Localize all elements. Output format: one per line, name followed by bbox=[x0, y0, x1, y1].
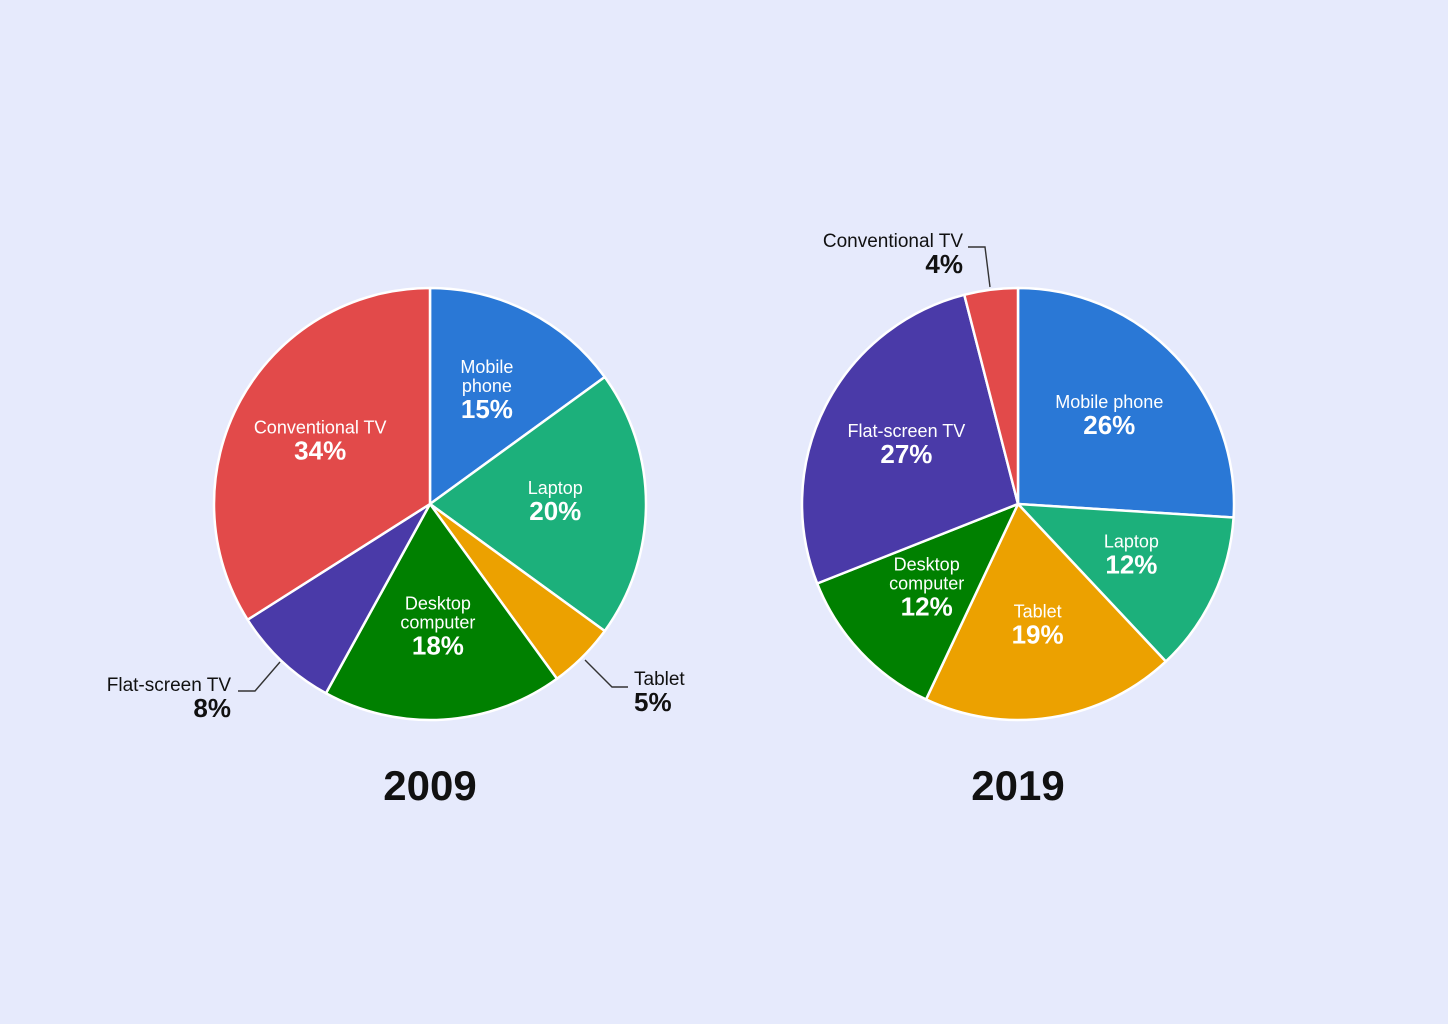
slice-flat-screen-tv-2019 bbox=[800, 293, 1020, 585]
label-desktop-computer-2009-line1: Desktop bbox=[405, 594, 471, 614]
label-tablet-2019: Tablet bbox=[1014, 602, 1062, 622]
value-tablet-2019: 19% bbox=[1012, 620, 1064, 650]
label-flat-screen-tv-2019: Flat-screen TV bbox=[848, 421, 966, 441]
label-desktop-computer-2009-line2: computer bbox=[400, 613, 475, 633]
leader-line-tablet-2009 bbox=[584, 659, 628, 688]
value-flat-screen-tv-2019: 27% bbox=[880, 439, 932, 469]
slice-laptop-2019 bbox=[1016, 502, 1235, 663]
slice-tablet-2019 bbox=[924, 502, 1168, 722]
label-conventional-tv-2019: Conventional TV bbox=[823, 231, 963, 252]
leader-line-flat-screen-tv-2009 bbox=[238, 661, 281, 692]
value-desktop-computer-2019: 12% bbox=[901, 591, 953, 621]
label-laptop-2019: Laptop bbox=[1104, 531, 1159, 551]
slice-conventional-tv-2009 bbox=[212, 286, 432, 621]
value-laptop-2019: 12% bbox=[1105, 549, 1157, 579]
label-flat-screen-tv-2009: Flat-screen TV bbox=[107, 675, 232, 696]
slice-conventional-tv-2019 bbox=[963, 286, 1020, 506]
value-desktop-computer-2009: 18% bbox=[412, 631, 464, 661]
chart-title-2009: 2009 bbox=[383, 762, 476, 809]
label-desktop-computer-2019-line2: computer bbox=[889, 573, 964, 593]
slice-laptop-2009 bbox=[428, 375, 648, 633]
label-mobile-phone-2009-line2: phone bbox=[462, 376, 512, 396]
leader-line-conventional-tv-2019 bbox=[968, 246, 991, 288]
value-laptop-2009: 20% bbox=[529, 496, 581, 526]
slice-desktop-computer-2019 bbox=[815, 502, 1020, 701]
label-tablet-2009: Tablet bbox=[634, 669, 685, 690]
label-desktop-computer-2019-line1: Desktop bbox=[894, 554, 960, 574]
slice-mobile-phone-2009 bbox=[428, 286, 606, 506]
pie-2019: Mobile phone26%Laptop12%Tablet19%Desktop… bbox=[800, 231, 1236, 722]
value-conventional-tv-2019: 4% bbox=[925, 249, 963, 279]
value-conventional-tv-2009: 34% bbox=[294, 436, 346, 466]
label-mobile-phone-2019: Mobile phone bbox=[1055, 392, 1163, 412]
label-mobile-phone-2009-line1: Mobile bbox=[460, 357, 513, 377]
value-mobile-phone-2009: 15% bbox=[461, 394, 513, 424]
value-tablet-2009: 5% bbox=[634, 687, 672, 717]
label-conventional-tv-2009: Conventional TV bbox=[254, 418, 387, 438]
value-mobile-phone-2019: 26% bbox=[1083, 410, 1135, 440]
slice-flat-screen-tv-2009 bbox=[246, 502, 432, 695]
slice-desktop-computer-2009 bbox=[324, 502, 559, 722]
slice-mobile-phone-2019 bbox=[1016, 286, 1236, 519]
value-flat-screen-tv-2009: 8% bbox=[193, 693, 231, 723]
chart-title-2019: 2019 bbox=[971, 762, 1064, 809]
label-laptop-2009: Laptop bbox=[528, 478, 583, 498]
